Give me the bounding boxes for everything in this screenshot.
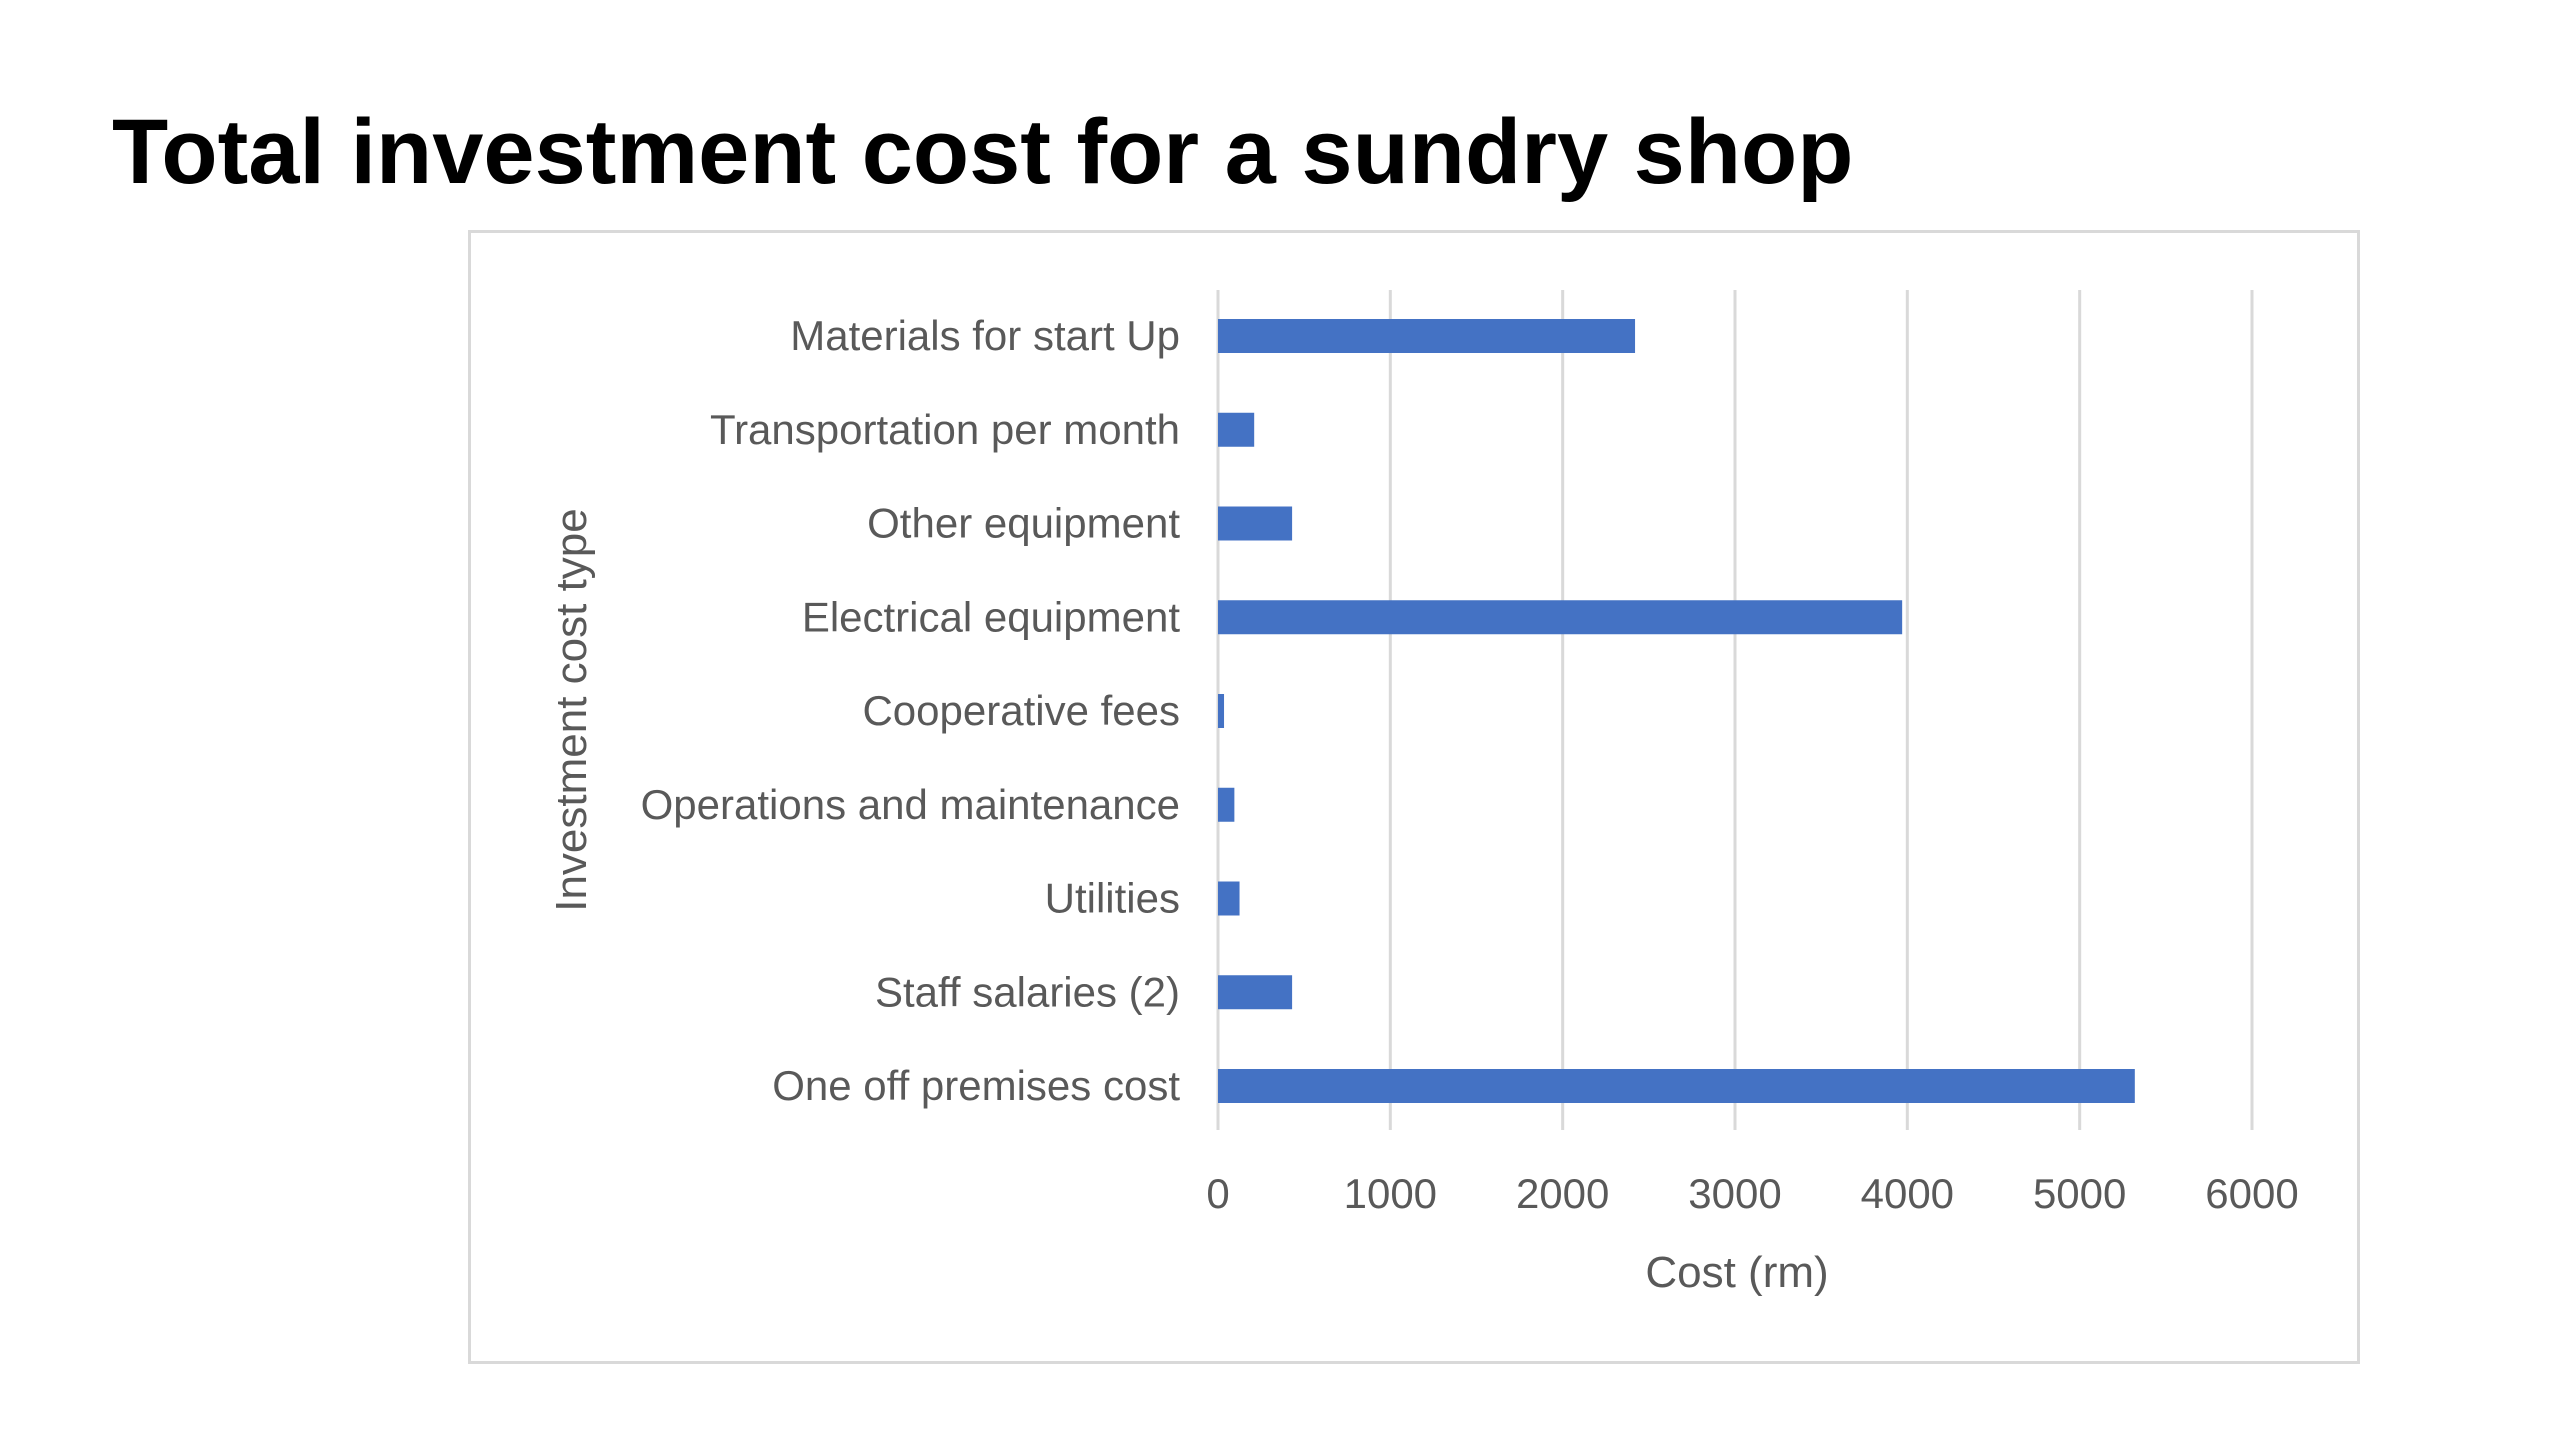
- bar: [1218, 787, 1235, 822]
- bar: [1218, 881, 1240, 916]
- x-axis-title: Cost (rm): [1645, 1248, 1828, 1297]
- x-tick-label: 6000: [2205, 1170, 2298, 1217]
- chart-frame: [468, 230, 2360, 1364]
- bar: [1218, 412, 1255, 447]
- category-label: Staff salaries (2): [875, 968, 1180, 1015]
- bar: [1218, 600, 1903, 635]
- bar: [1218, 694, 1225, 728]
- x-tick-label: 4000: [1861, 1170, 1954, 1217]
- x-tick-label: 5000: [2033, 1170, 2126, 1217]
- category-label: Other equipment: [867, 500, 1180, 547]
- bars: [1218, 319, 2135, 1103]
- category-labels: Materials for start Up Transportation per…: [641, 312, 1181, 1109]
- category-label: Electrical equipment: [802, 593, 1181, 640]
- gridlines: [1388, 290, 2254, 1130]
- x-tick-label: 0: [1206, 1170, 1229, 1217]
- bar: [1218, 975, 1293, 1010]
- x-tick-label: 1000: [1344, 1170, 1437, 1217]
- category-label: Materials for start Up: [790, 312, 1180, 359]
- x-tick-label: 3000: [1688, 1170, 1781, 1217]
- x-tick-labels: 0 1000 2000 3000 4000 5000 6000: [1206, 1170, 2298, 1217]
- category-label: One off premises cost: [772, 1062, 1180, 1109]
- category-label: Transportation per month: [710, 406, 1180, 453]
- bar: [1218, 506, 1293, 541]
- page-title: Total investment cost for a sundry shop: [112, 101, 1854, 203]
- category-label: Utilities: [1045, 875, 1180, 922]
- y-axis-title: Investment cost type: [547, 508, 596, 912]
- bar: [1218, 319, 1636, 353]
- x-tick-label: 2000: [1516, 1170, 1609, 1217]
- category-label: Operations and maintenance: [641, 781, 1180, 828]
- category-label: Cooperative fees: [862, 687, 1180, 734]
- bar: [1218, 1069, 2135, 1103]
